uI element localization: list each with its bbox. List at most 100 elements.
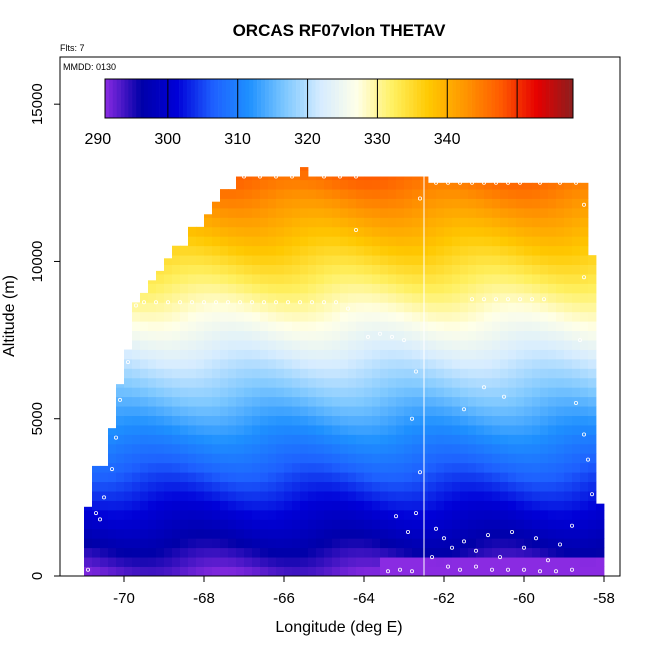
heatmap-cell xyxy=(516,425,525,435)
heatmap-cell xyxy=(228,434,237,445)
heatmap-cell xyxy=(508,566,517,577)
heatmap-cell xyxy=(196,415,205,426)
heatmap-cell xyxy=(388,509,397,520)
colorbar-segment xyxy=(105,79,110,118)
heatmap-cell xyxy=(364,321,373,332)
heatmap-cell xyxy=(300,547,309,558)
heatmap-cell xyxy=(244,207,253,218)
heatmap-cell xyxy=(252,245,261,256)
heatmap-cell xyxy=(524,519,533,530)
heatmap-cell xyxy=(116,384,125,388)
heatmap-cell xyxy=(444,283,453,294)
colorbar-segment xyxy=(112,79,117,118)
heatmap-cell xyxy=(532,472,541,483)
heatmap-cell xyxy=(188,434,197,445)
heatmap-cell xyxy=(156,283,165,294)
heatmap-cell xyxy=(236,453,245,464)
colorbar-segment xyxy=(459,79,465,118)
colorbar-segment xyxy=(311,79,316,118)
heatmap-cell xyxy=(372,340,381,350)
heatmap-cell xyxy=(348,500,357,511)
heatmap-cell xyxy=(180,538,189,549)
heatmap-cell xyxy=(196,406,205,416)
heatmap-cell xyxy=(308,538,317,549)
heatmap-cell xyxy=(372,198,381,209)
heatmap-cell xyxy=(580,453,589,464)
heatmap-cell xyxy=(548,453,557,464)
heatmap-cell xyxy=(148,462,157,473)
heatmap-cell xyxy=(380,528,389,539)
heatmap-cell xyxy=(180,245,189,256)
heatmap-cell xyxy=(180,358,189,369)
heatmap-cell xyxy=(460,226,469,237)
heatmap-cell xyxy=(244,538,253,549)
heatmap-cell xyxy=(380,283,389,294)
heatmap-cell xyxy=(548,557,557,567)
heatmap-cell xyxy=(428,453,437,464)
heatmap-cell xyxy=(228,377,237,388)
heatmap-cell xyxy=(252,340,261,350)
heatmap-cell xyxy=(84,547,93,558)
heatmap-cell xyxy=(308,217,317,228)
heatmap-cell xyxy=(572,528,581,539)
heatmap-cell xyxy=(356,566,365,577)
heatmap-cell xyxy=(124,453,133,464)
heatmap-cell xyxy=(252,207,261,218)
heatmap-cell xyxy=(404,349,413,360)
heatmap-cell xyxy=(188,509,197,520)
heatmap-cell xyxy=(268,377,277,388)
heatmap-cell xyxy=(572,340,581,350)
heatmap-cell xyxy=(220,368,229,379)
heatmap-cell xyxy=(244,443,253,454)
heatmap-cell xyxy=(308,189,317,199)
heatmap-cell xyxy=(284,491,293,501)
heatmap-cell xyxy=(236,207,245,218)
heatmap-cell xyxy=(524,434,533,445)
heatmap-cell xyxy=(308,179,317,190)
heatmap-cell xyxy=(284,415,293,426)
heatmap-cell xyxy=(404,453,413,464)
heatmap-cell xyxy=(540,182,549,190)
heatmap-cell xyxy=(140,406,149,416)
heatmap-cell xyxy=(540,453,549,464)
heatmap-cell xyxy=(156,270,165,275)
heatmap-cell xyxy=(284,226,293,237)
heatmap-cell xyxy=(404,491,413,501)
heatmap-cell xyxy=(476,207,485,218)
heatmap-cell xyxy=(532,217,541,228)
heatmap-cell xyxy=(364,566,373,577)
heatmap-cell xyxy=(404,472,413,483)
heatmap-cell xyxy=(428,538,437,549)
observation-point xyxy=(213,300,218,305)
heatmap-cell xyxy=(532,415,541,426)
heatmap-cell xyxy=(260,462,269,473)
heatmap-cell xyxy=(356,528,365,539)
colorbar-segment xyxy=(346,79,351,118)
heatmap-cell xyxy=(500,340,509,350)
heatmap-cell xyxy=(340,472,349,483)
heatmap-cell xyxy=(228,425,237,435)
heatmap-cell xyxy=(324,207,333,218)
heatmap-cell xyxy=(164,425,173,435)
heatmap-cell xyxy=(140,500,149,511)
heatmap-cell xyxy=(260,321,269,332)
heatmap-cell xyxy=(276,368,285,379)
heatmap-cell xyxy=(428,255,437,265)
heatmap-cell xyxy=(236,358,245,369)
heatmap-cell xyxy=(188,283,197,294)
heatmap-cell xyxy=(468,538,477,549)
heatmap-cell xyxy=(380,396,389,407)
heatmap-cell xyxy=(140,358,149,369)
heatmap-cell xyxy=(300,321,309,332)
heatmap-cell xyxy=(164,491,173,501)
heatmap-cell xyxy=(332,321,341,332)
heatmap-cell xyxy=(268,311,277,322)
heatmap-cell xyxy=(452,519,461,530)
observation-point xyxy=(485,533,490,538)
heatmap-cell xyxy=(380,368,389,379)
heatmap-cell xyxy=(460,198,469,209)
heatmap-cell xyxy=(276,302,285,313)
heatmap-cell xyxy=(156,340,165,350)
heatmap-cell xyxy=(196,528,205,539)
heatmap-cell xyxy=(236,528,245,539)
